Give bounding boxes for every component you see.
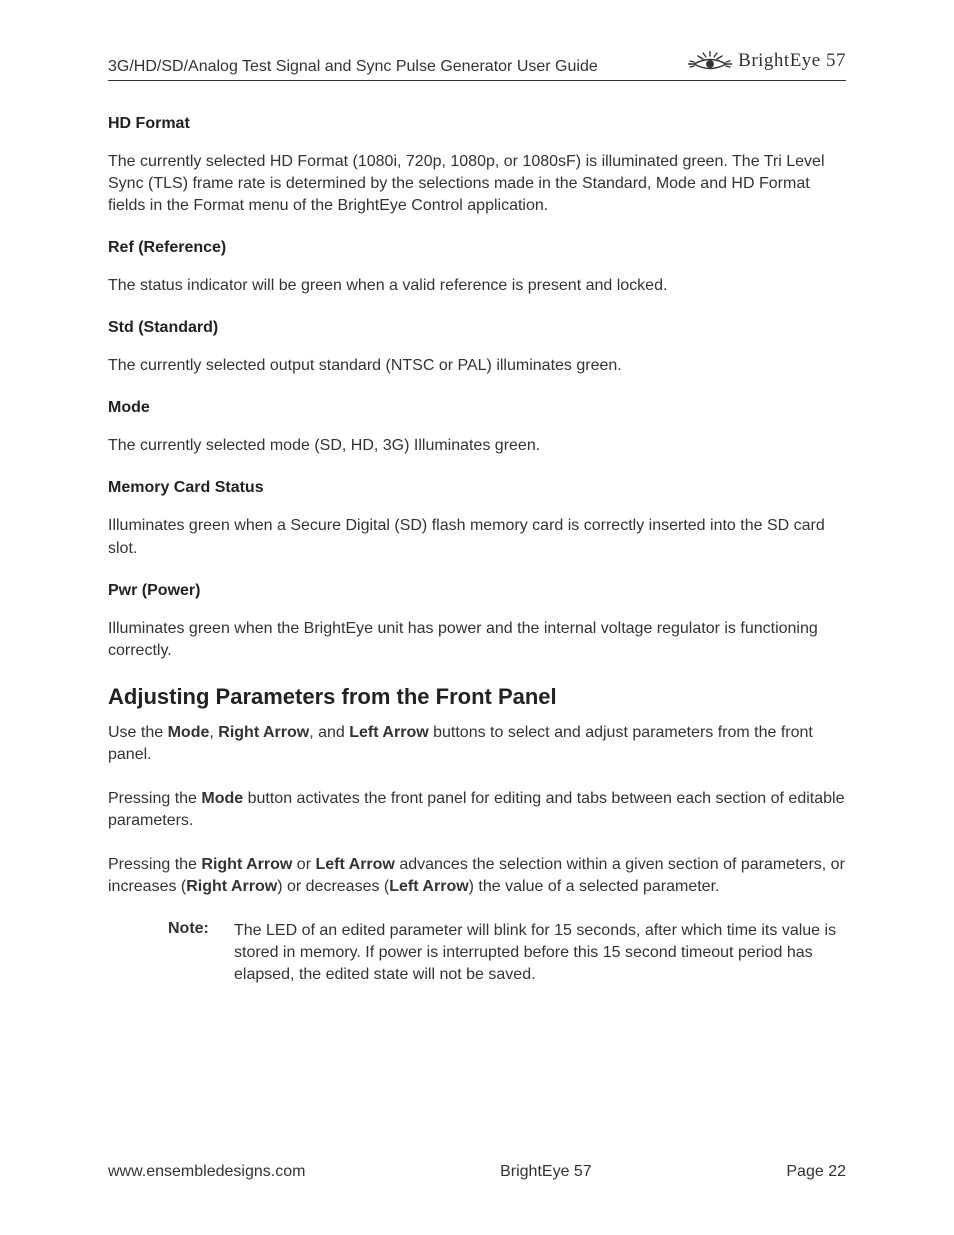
note-label: Note: [168,920,234,986]
footer-center: BrightEye 57 [500,1163,592,1181]
section-body: The currently selected output standard (… [108,355,846,377]
section-heading: Pwr (Power) [108,582,846,600]
content: HD Format The currently selected HD Form… [108,115,846,986]
main-para: Pressing the Mode button activates the f… [108,788,846,832]
note-body: The LED of an edited parameter will blin… [234,920,846,986]
page-header: 3G/HD/SD/Analog Test Signal and Sync Pul… [108,50,846,81]
section-body: The currently selected mode (SD, HD, 3G)… [108,435,846,457]
note-block: Note: The LED of an edited parameter wil… [168,920,846,986]
main-para: Use the Mode, Right Arrow, and Left Arro… [108,722,846,766]
page-footer: www.ensembledesigns.com BrightEye 57 Pag… [108,1163,846,1181]
footer-right: Page 22 [786,1163,846,1181]
section-heading: HD Format [108,115,846,133]
section-body: The currently selected HD Format (1080i,… [108,151,846,217]
section-heading: Ref (Reference) [108,239,846,257]
brighteye-logo-icon [688,51,732,71]
section-body: Illuminates green when the BrightEye uni… [108,618,846,662]
main-para: Pressing the Right Arrow or Left Arrow a… [108,854,846,898]
main-heading: Adjusting Parameters from the Front Pane… [108,684,846,710]
section-heading: Mode [108,399,846,417]
section-body: Illuminates green when a Secure Digital … [108,515,846,559]
footer-left: www.ensembledesigns.com [108,1163,305,1181]
section-body: The status indicator will be green when … [108,275,846,297]
section-heading: Memory Card Status [108,479,846,497]
header-title: 3G/HD/SD/Analog Test Signal and Sync Pul… [108,58,598,76]
brand: BrightEye 57 [688,50,846,72]
brand-text: BrightEye 57 [738,50,846,72]
section-heading: Std (Standard) [108,319,846,337]
